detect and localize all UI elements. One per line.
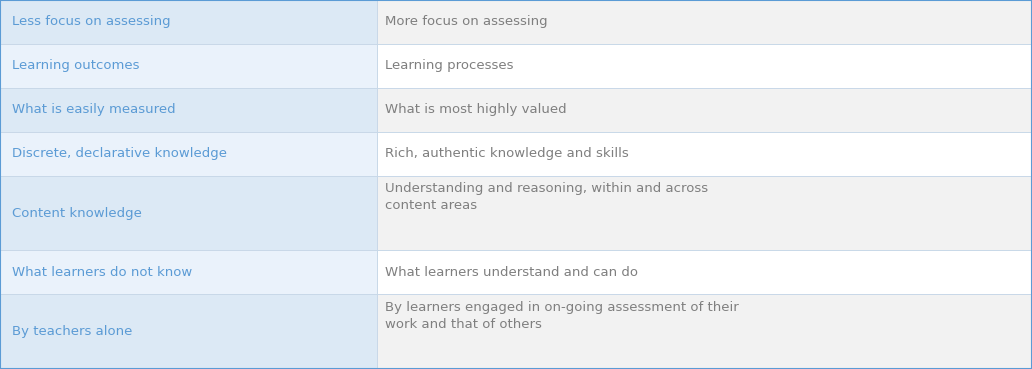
Text: Content knowledge: Content knowledge bbox=[12, 207, 142, 220]
Bar bbox=[377, 176, 1032, 251]
Text: What is easily measured: What is easily measured bbox=[12, 103, 176, 116]
Text: Learning outcomes: Learning outcomes bbox=[12, 59, 140, 72]
Bar bbox=[377, 251, 1032, 294]
Bar bbox=[0, 88, 377, 132]
Text: Understanding and reasoning, within and across
content areas: Understanding and reasoning, within and … bbox=[385, 182, 708, 212]
Text: Discrete, declarative knowledge: Discrete, declarative knowledge bbox=[12, 147, 227, 160]
Bar bbox=[0, 176, 377, 251]
Bar bbox=[377, 294, 1032, 369]
Bar bbox=[0, 132, 377, 176]
Bar bbox=[377, 0, 1032, 44]
Bar bbox=[377, 132, 1032, 176]
Bar bbox=[0, 0, 377, 44]
Text: What is most highly valued: What is most highly valued bbox=[385, 103, 567, 116]
Text: What learners understand and can do: What learners understand and can do bbox=[385, 266, 638, 279]
Text: By learners engaged in on-going assessment of their
work and that of others: By learners engaged in on-going assessme… bbox=[385, 301, 739, 331]
Text: Less focus on assessing: Less focus on assessing bbox=[12, 15, 171, 28]
Text: Rich, authentic knowledge and skills: Rich, authentic knowledge and skills bbox=[385, 147, 628, 160]
Text: More focus on assessing: More focus on assessing bbox=[385, 15, 548, 28]
Bar bbox=[377, 88, 1032, 132]
Bar bbox=[0, 251, 377, 294]
Bar bbox=[0, 294, 377, 369]
Bar bbox=[0, 44, 377, 88]
Text: By teachers alone: By teachers alone bbox=[12, 325, 133, 338]
Text: What learners do not know: What learners do not know bbox=[12, 266, 193, 279]
Text: Learning processes: Learning processes bbox=[385, 59, 514, 72]
Bar bbox=[377, 44, 1032, 88]
